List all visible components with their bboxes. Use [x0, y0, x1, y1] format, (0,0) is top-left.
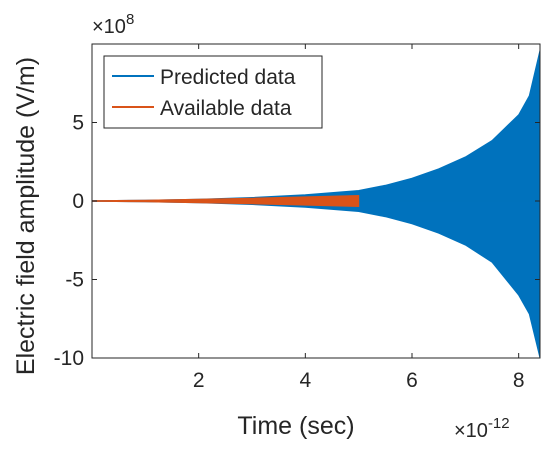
y-tick-label: 5 [72, 112, 84, 135]
legend: Predicted data Available data [103, 55, 323, 129]
x-tick-label: 4 [299, 369, 311, 392]
y-axis-label: Electric field amplitude (V/m) [12, 57, 40, 375]
x-tick-label: 8 [513, 369, 525, 392]
y-axis-multiplier: ×108 [92, 11, 134, 38]
y-multiplier-exponent: 8 [126, 11, 134, 28]
y-multiplier-base: ×10 [92, 16, 126, 38]
legend-box [103, 55, 323, 129]
x-tick-label: 2 [193, 369, 205, 392]
ticks: 2 4 6 8 -10 -5 0 5 [54, 44, 540, 392]
y-tick-label: -10 [54, 347, 84, 370]
y-tick-label: -5 [65, 269, 84, 292]
y-tick-label: 0 [72, 190, 84, 213]
x-tick-label: 6 [406, 369, 418, 392]
x-multiplier-base: ×10 [454, 420, 488, 442]
legend-label-available: Available data [160, 97, 292, 120]
x-axis-multiplier: ×10-12 [454, 415, 510, 442]
legend-label-predicted: Predicted data [160, 66, 296, 89]
x-multiplier-exponent: -12 [488, 415, 510, 432]
x-axis-label: Time (sec) [237, 412, 354, 440]
